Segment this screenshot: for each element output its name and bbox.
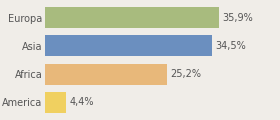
Text: 35,9%: 35,9% bbox=[222, 13, 253, 23]
Text: 34,5%: 34,5% bbox=[215, 41, 246, 51]
Bar bbox=[45, 7, 219, 28]
Bar bbox=[45, 63, 167, 85]
Text: 4,4%: 4,4% bbox=[69, 97, 94, 107]
Bar bbox=[45, 92, 66, 113]
Text: 25,2%: 25,2% bbox=[170, 69, 201, 79]
Bar bbox=[45, 35, 213, 57]
